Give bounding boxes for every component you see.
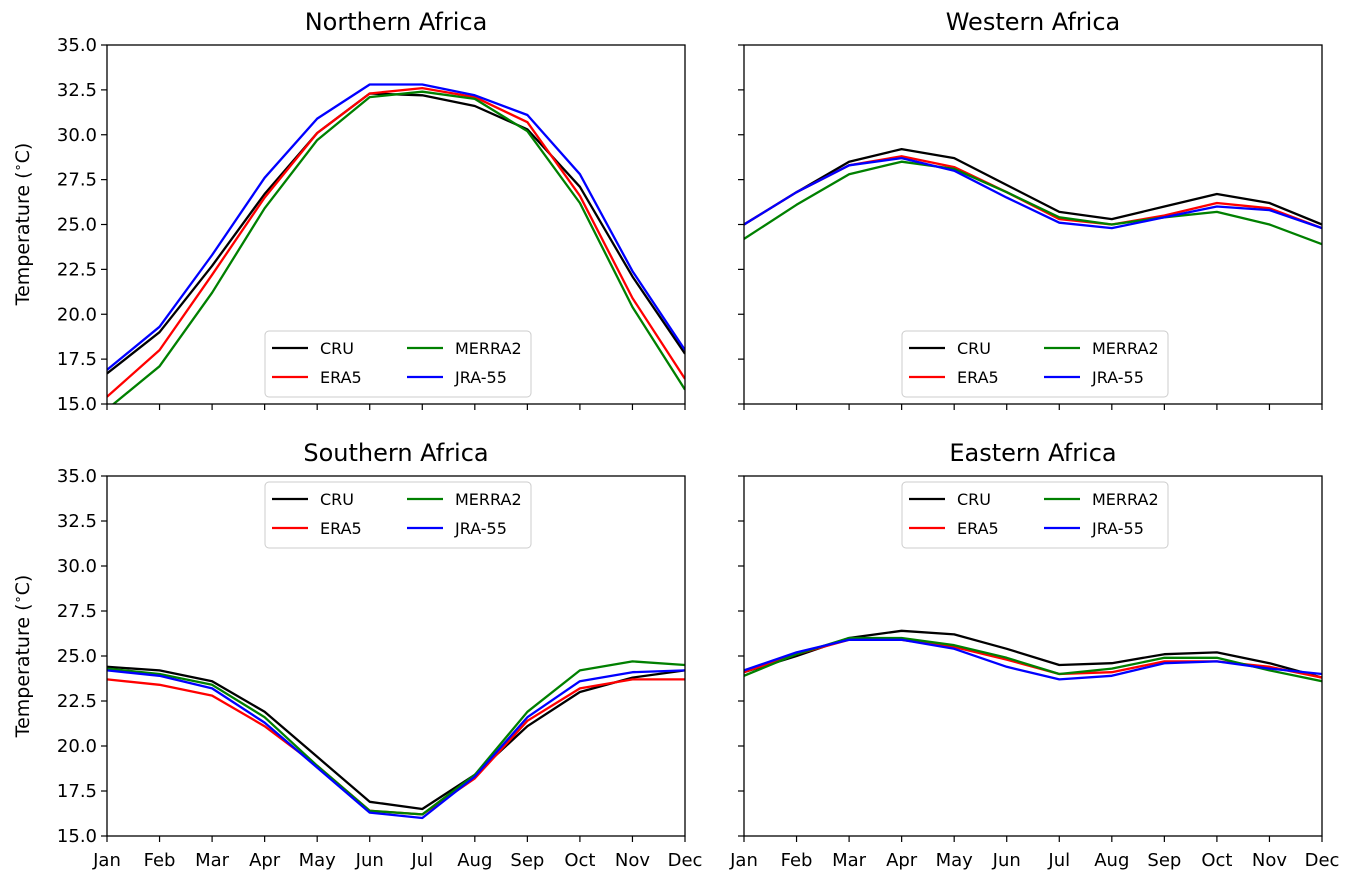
legend-label: JRA-55 [1091,519,1144,538]
y-tick-label: 22.5 [57,691,97,712]
x-tick-label: Jan [729,850,758,871]
x-tick-label: May [936,850,974,871]
x-tick-label: Oct [564,850,595,871]
y-tick-label: 27.5 [57,601,97,622]
panel-title: Southern Africa [303,439,488,467]
x-tick-label: Nov [1252,850,1287,871]
x-tick-label: Mar [832,850,867,871]
legend: CRU ERA5 MERRA2 JRA-55 [264,330,532,398]
x-tick-label: Apr [886,850,918,871]
legend-box [264,330,532,398]
x-tick-label: Dec [668,850,703,871]
y-axis-label: Temperature (∘C) [11,575,34,739]
legend-box [901,481,1169,549]
x-tick-label: Jun [355,850,384,871]
legend-label: ERA5 [320,519,362,538]
legend-label: MERRA2 [455,339,522,358]
series-line-jra55 [744,156,1322,230]
x-tick-label: Apr [249,850,281,871]
y-tick-label: 15.0 [57,394,97,415]
y-tick-label: 27.5 [57,170,97,191]
y-tick-label: 15.0 [57,826,97,847]
legend: CRU ERA5 MERRA2 JRA-55 [901,330,1169,398]
legend-label: JRA-55 [454,519,507,538]
x-tick-label: Sep [1147,850,1181,871]
series-line-cru [107,665,685,811]
x-tick-label: Jun [992,850,1021,871]
legend-label: MERRA2 [1092,490,1159,509]
panel-title: Eastern Africa [949,439,1116,467]
panel-southern-africa: Southern Africa Temperature (∘C) 15.0 17.… [11,439,702,871]
panel-title: Northern Africa [305,8,488,36]
panel-eastern-africa: Eastern Africa Jan Feb Mar Apr May Jun Jul Aug S… [729,439,1339,871]
series-line-merra2 [744,636,1322,683]
x-tick-label: Aug [1094,850,1129,871]
y-tick-label: 17.5 [57,781,97,802]
series-line-merra2 [111,90,685,404]
panel-northern-africa: Northern Africa Temperature (∘C) 15.0 17.… [11,8,686,415]
plot-frame [743,475,1323,837]
x-tick-label: Jan [92,850,121,871]
x-tick-label: Feb [144,850,176,871]
x-tick-label: Mar [195,850,230,871]
series-line-merra2 [744,160,1322,246]
legend-label: CRU [320,490,354,509]
x-tick-label: Feb [781,850,813,871]
x-tick-label: May [299,850,337,871]
legend: CRU ERA5 MERRA2 JRA-55 [264,481,532,549]
x-tick-label: Jul [410,850,433,871]
x-tick-label: Aug [457,850,492,871]
legend-label: MERRA2 [455,490,522,509]
y-tick-label: 25.0 [57,646,97,667]
y-tick-label: 17.5 [57,349,97,370]
legend-label: ERA5 [957,368,999,387]
series-line-cru [744,629,1322,679]
y-tick-label: 22.5 [57,259,97,280]
x-tick-label: Jul [1047,850,1070,871]
legend-label: ERA5 [957,519,999,538]
plot-frame [743,44,1323,405]
legend-box [264,481,532,549]
legend-box [901,330,1169,398]
y-tick-label: 30.0 [57,556,97,577]
legend-label: CRU [957,339,991,358]
legend-label: JRA-55 [454,368,507,387]
legend: CRU ERA5 MERRA2 JRA-55 [901,481,1169,549]
y-tick-label: 25.0 [57,215,97,236]
y-tick-label: 20.0 [57,304,97,325]
x-tick-label: Sep [510,850,544,871]
series-line-jra55 [107,83,685,371]
plot-frame [106,44,686,405]
series-line-era5 [107,678,685,816]
panel-title: Western Africa [946,8,1121,36]
y-tick-label: 20.0 [57,736,97,757]
series-line-jra55 [744,638,1322,681]
y-tick-label: 32.5 [57,511,97,532]
series-line-jra55 [107,669,685,820]
y-tick-label: 35.0 [57,466,97,487]
series-line-merra2 [107,660,685,816]
x-tick-label: Oct [1201,850,1232,871]
series-line-era5 [107,86,685,398]
legend-label: ERA5 [320,368,362,387]
series-line-cru [744,147,1322,226]
legend-label: CRU [320,339,354,358]
plot-frame [106,475,686,837]
legend-label: JRA-55 [1091,368,1144,387]
y-tick-label: 35.0 [57,35,97,56]
legend-label: CRU [957,490,991,509]
y-tick-label: 32.5 [57,80,97,101]
y-axis-label: Temperature (∘C) [11,143,34,307]
x-tick-label: Dec [1305,850,1340,871]
panel-western-africa: Western Africa CRU ERA5 MERRA2 JRA-55 [738,8,1323,410]
legend-label: MERRA2 [1092,339,1159,358]
y-tick-label: 30.0 [57,125,97,146]
x-tick-label: Nov [615,850,650,871]
